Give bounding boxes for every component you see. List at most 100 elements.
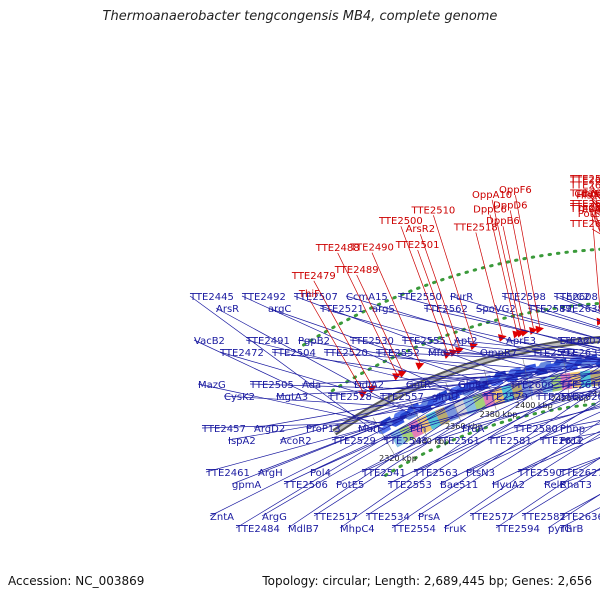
reverse-gene-label: MurF xyxy=(358,424,383,435)
reverse-gene-label: MdlB7 xyxy=(288,524,319,535)
forward-gene-label: TTE2584 xyxy=(569,202,600,213)
forward-gene-label: DppC6 xyxy=(473,205,507,216)
gene-content-block xyxy=(398,423,415,443)
forward-label-leader xyxy=(502,226,526,330)
reverse-gene-label: MhpC4 xyxy=(340,524,375,535)
reverse-label-leader xyxy=(457,372,600,385)
reverse-gene-label: TTE2598 xyxy=(501,292,546,303)
accession-text: Accession: NC_003869 xyxy=(8,574,145,588)
reverse-gene-label: PgpB2 xyxy=(298,336,330,347)
forward-gene-label: His2.2 xyxy=(576,190,600,201)
reverse-label-leader xyxy=(435,387,600,441)
reverse-label-leader xyxy=(475,307,600,340)
reverse-gene-label: TTE2550 xyxy=(397,292,442,303)
reverse-label-leader xyxy=(495,457,600,529)
reverse-gene-label: TTE2528 xyxy=(327,392,372,403)
reverse-label-leader xyxy=(405,366,600,385)
reverse-gene-label: TTE2505 xyxy=(249,380,294,391)
reverse-gene-label: TTE2582 xyxy=(521,512,566,523)
reverse-gene-label: TTE2594 xyxy=(495,524,540,535)
reverse-label-leader xyxy=(469,433,600,517)
forward-gene-label: PotE6 xyxy=(578,209,600,220)
reverse-label-leader xyxy=(249,383,470,392)
reverse-gene-label: ZntA xyxy=(210,512,234,523)
reverse-gene-label: AcoR2 xyxy=(280,436,312,447)
reverse-label-leader xyxy=(227,404,434,441)
forward-label-leader xyxy=(417,249,454,350)
forward-label-leader xyxy=(491,199,522,331)
reverse-label-leader xyxy=(267,307,489,385)
reverse-gene-label: AprE3 xyxy=(506,336,536,347)
gene-arrow-forward xyxy=(397,370,407,378)
forward-gene-label: ArsR2 xyxy=(406,224,435,235)
reverse-gene-label: ArgG xyxy=(262,512,287,523)
reverse-gene-label: TTE2548 xyxy=(383,436,428,447)
reverse-gene-label: TTE2492 xyxy=(241,292,286,303)
gene-arrow-forward xyxy=(392,373,402,381)
reverse-gene-label: TTE2606 xyxy=(509,380,554,391)
forward-label-leader xyxy=(475,232,503,336)
forward-label-leader xyxy=(591,228,600,235)
reverse-label-leader xyxy=(409,376,600,429)
forward-gene-label: murC xyxy=(578,204,600,215)
reverse-gene-label: argC xyxy=(268,304,291,315)
reverse-gene-label: TTE2626 xyxy=(559,392,600,403)
gene-arrow-forward xyxy=(455,347,464,355)
reverse-gene-label: gpmA xyxy=(232,480,261,491)
reverse-gene-label: Ada xyxy=(302,380,321,391)
forward-label-leader xyxy=(591,211,600,233)
backbone-layer xyxy=(332,335,600,436)
reverse-gene-label: ArgH xyxy=(258,468,283,479)
genome-summary: Topology: circular; Length: 2,689,445 bp… xyxy=(262,574,592,588)
reverse-gene-label: MgtA3 xyxy=(276,392,308,403)
reverse-label-leader xyxy=(345,295,579,366)
reverse-gene-label: TTE2577 xyxy=(469,512,514,523)
reverse-gene-label: MazG xyxy=(198,380,226,391)
forward-gene-label: TTE2653 xyxy=(569,219,600,230)
forward-label-leader xyxy=(337,252,397,374)
forward-label-leader xyxy=(591,198,600,232)
forward-label-leader xyxy=(400,226,448,353)
scale-tick-label: 2440 kbp xyxy=(587,390,600,399)
forward-gene-label: DppD6 xyxy=(493,200,527,211)
forward-label-leader xyxy=(591,184,600,215)
reverse-label-leader xyxy=(401,339,600,359)
reverse-label-leader xyxy=(261,385,485,517)
reverse-label-leader xyxy=(521,468,600,517)
reverse-label-leader xyxy=(297,339,519,377)
reverse-label-leader xyxy=(339,366,573,529)
forward-label-leader xyxy=(515,195,541,328)
reverse-label-leader xyxy=(543,457,600,485)
reverse-gene-label: TTE2554 xyxy=(391,524,436,535)
reverse-gene-label: TTE2530 xyxy=(349,336,394,347)
reverse-gene-label: TTE2595 xyxy=(535,392,580,403)
reverse-gene-label: TTE2563 xyxy=(413,468,458,479)
reverse-gene-label: Prc3 xyxy=(560,436,582,447)
reverse-label-leader xyxy=(431,372,600,397)
reverse-label-leader xyxy=(209,418,404,517)
forward-gene-label: TTE2501 xyxy=(395,240,440,251)
reverse-label-leader xyxy=(235,397,452,529)
scale-tick-label: 2420 kbp xyxy=(551,394,589,403)
reverse-label-leader xyxy=(501,295,600,328)
reverse-gene-label: RelE xyxy=(544,480,566,491)
scale-tick-label: 2380 kbp xyxy=(480,410,518,419)
reverse-gene-label: SerA2 xyxy=(560,336,590,347)
forward-gene-label: TTE2500 xyxy=(378,216,423,227)
gene-arrow-forward xyxy=(535,325,544,334)
reverse-label-leader xyxy=(461,391,600,429)
forward-label-leader xyxy=(313,280,373,387)
reverse-gene-label: TTE2461 xyxy=(205,468,250,479)
reverse-gene-label: TTE2607 xyxy=(557,336,600,347)
reverse-label-leader xyxy=(479,351,600,361)
reverse-gene-label: PrsA xyxy=(418,512,440,523)
reverse-gene-label: TTE2580 xyxy=(513,424,558,435)
reverse-gene-label: TTE2472 xyxy=(219,348,264,359)
forward-label-leader xyxy=(309,299,363,392)
reverse-gene-label: TTE2517 xyxy=(313,512,358,523)
reverse-gene-label: TTE2627 xyxy=(559,468,600,479)
reverse-gene-label: TTE2612 xyxy=(539,436,584,447)
reverse-gene-label: FruA xyxy=(462,424,484,435)
reverse-label-leader xyxy=(279,380,500,441)
